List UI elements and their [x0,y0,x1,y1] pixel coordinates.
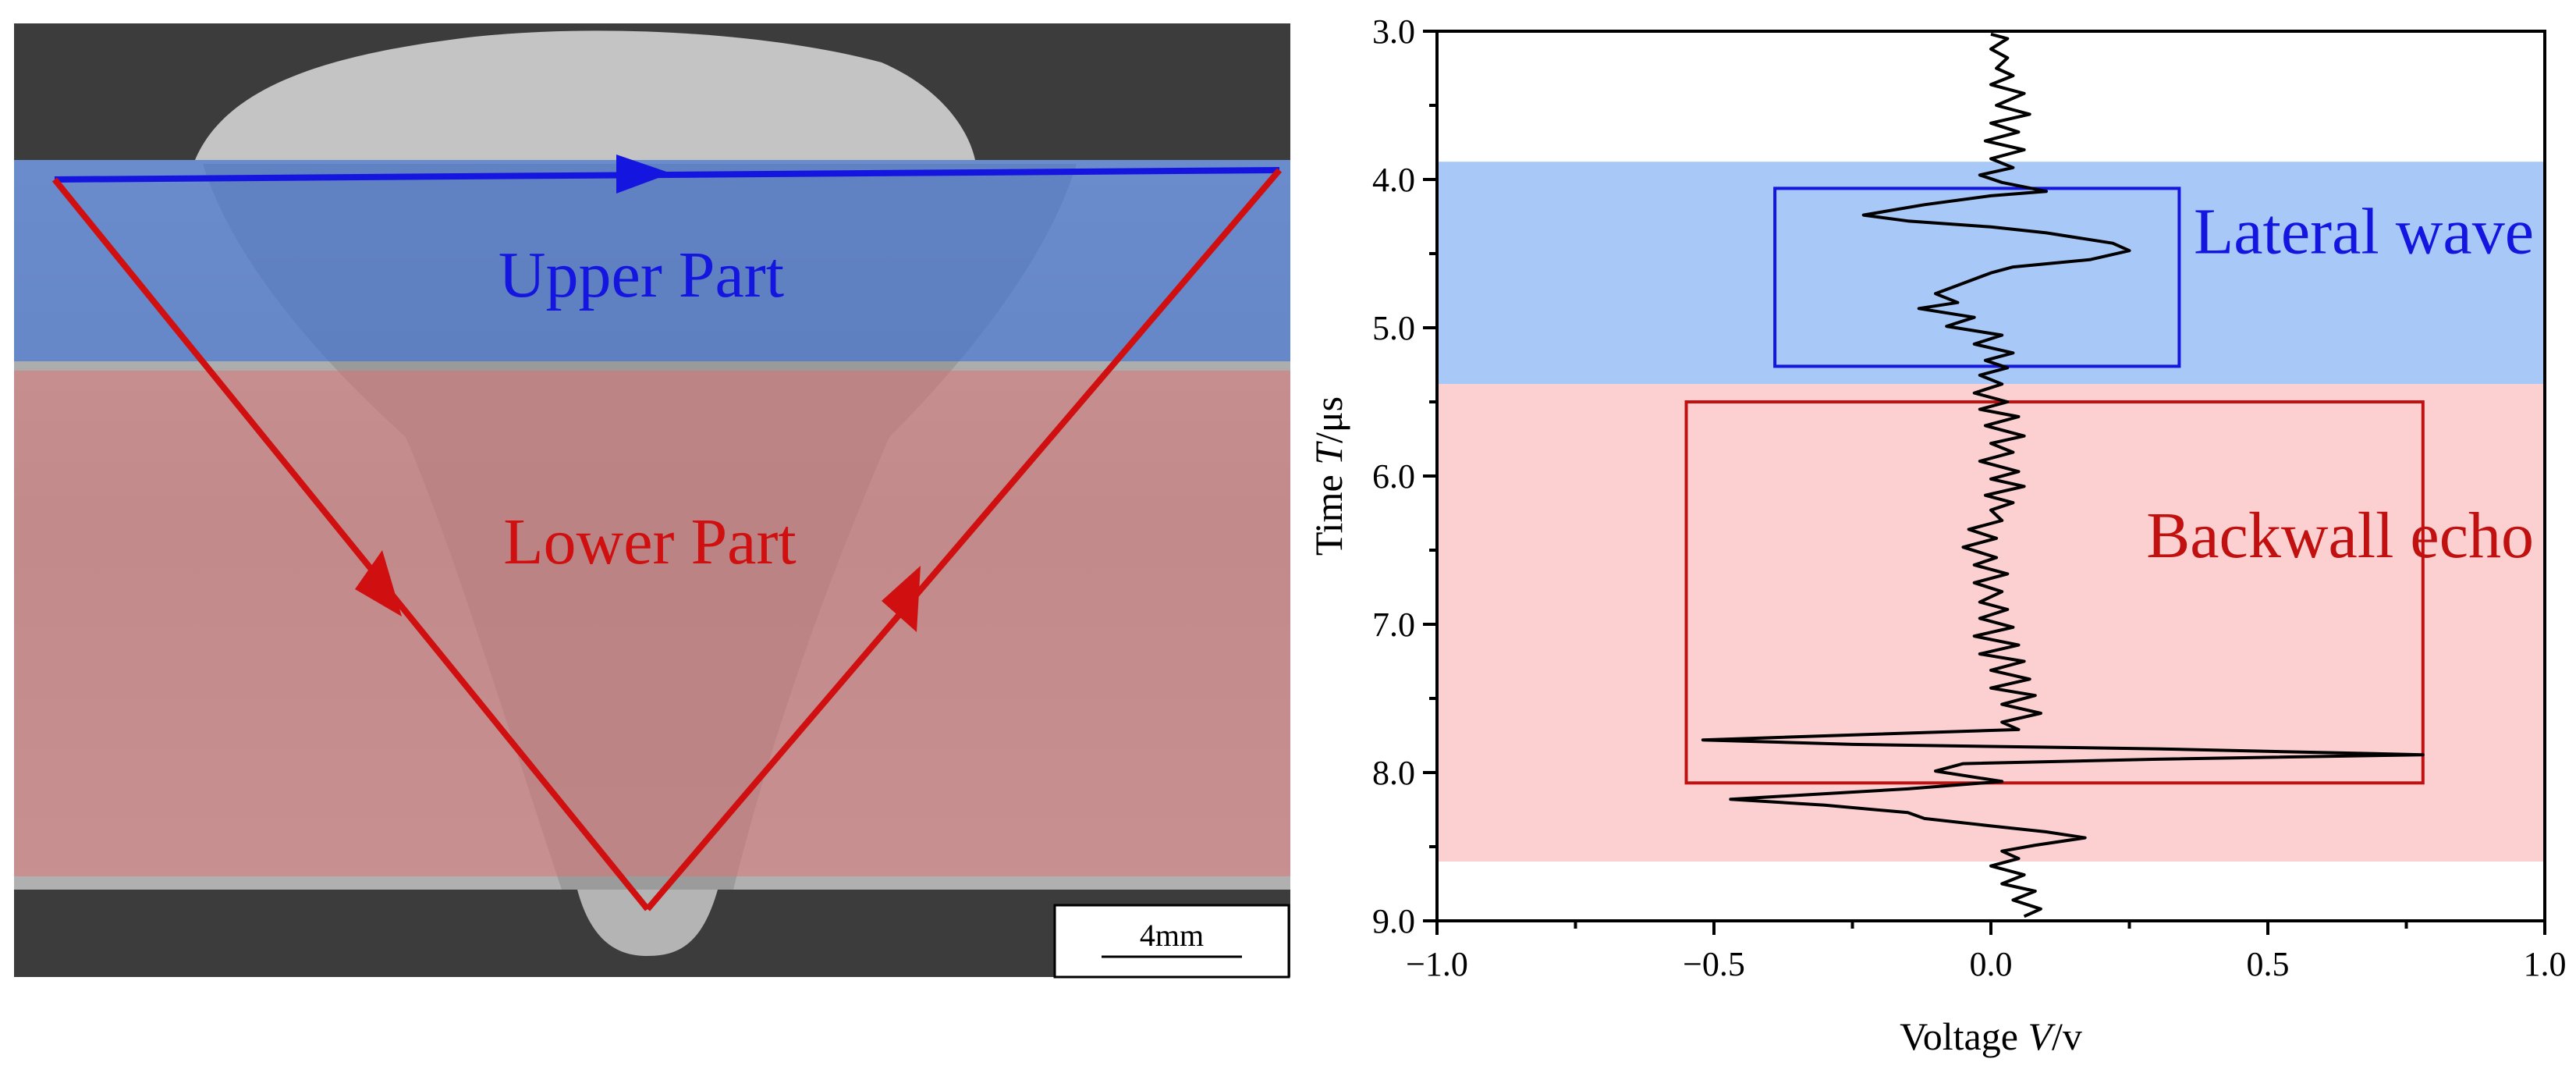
scale-bar-label: 4mm [1140,918,1204,953]
x-axis-label: Voltage V/v [1900,1014,2082,1058]
down-path-line [51,177,651,911]
x-tick-label: 0.0 [1970,945,2013,983]
annotation-labels: Lateral wave Backwall echo [2146,196,2534,573]
lateral-arrow-icon [616,155,671,194]
up-arrow-icon [882,566,921,632]
lateral-path-line [54,167,1280,183]
chart-series [1701,32,2425,918]
y-tick-label: 6.0 [1372,457,1415,496]
annotation-box-0 [1773,187,2181,368]
up-path-line [644,168,1283,911]
x-axis-ticks: −1.0 −0.5 0.0 0.5 1.0 [1406,921,2567,983]
annotation-box-1 [1684,400,2425,785]
y-tick-label: 7.0 [1372,606,1415,644]
y-tick-label: 3.0 [1372,12,1415,51]
y-tick-label: 4.0 [1372,161,1415,199]
y-tick-label: 9.0 [1372,902,1415,940]
annotation-boxes [1684,187,2425,785]
down-arrow-icon [355,550,402,616]
lower-part-label: Lower Part [503,506,797,578]
weld-root [577,890,718,956]
x-tick-label: 0.5 [2247,945,2290,983]
y-tick-label: 5.0 [1372,309,1415,347]
x-tick-label: 1.0 [2524,945,2567,983]
weld-micrograph: Upper Part Lower Part 4mm [14,23,1290,979]
x-tick-label: −0.5 [1683,945,1745,983]
x-tick-label: −1.0 [1406,945,1468,983]
scale-bar-box [1053,904,1290,979]
lower-part-overlay [14,371,1290,876]
weld-crown [195,30,975,161]
annotation-label-0: Lateral wave [2194,196,2534,268]
upper-part-overlay [14,160,1290,361]
series-line-0 [1701,32,2425,918]
y-axis-label: Time T/μs [1307,396,1350,556]
y-tick-label: 8.0 [1372,754,1415,792]
upper-part-label: Upper Part [499,239,784,311]
annotation-label-1: Backwall echo [2146,499,2534,572]
y-axis-ticks: 3.0 4.0 5.0 6.0 7.0 8.0 9.0 [1372,12,1437,940]
